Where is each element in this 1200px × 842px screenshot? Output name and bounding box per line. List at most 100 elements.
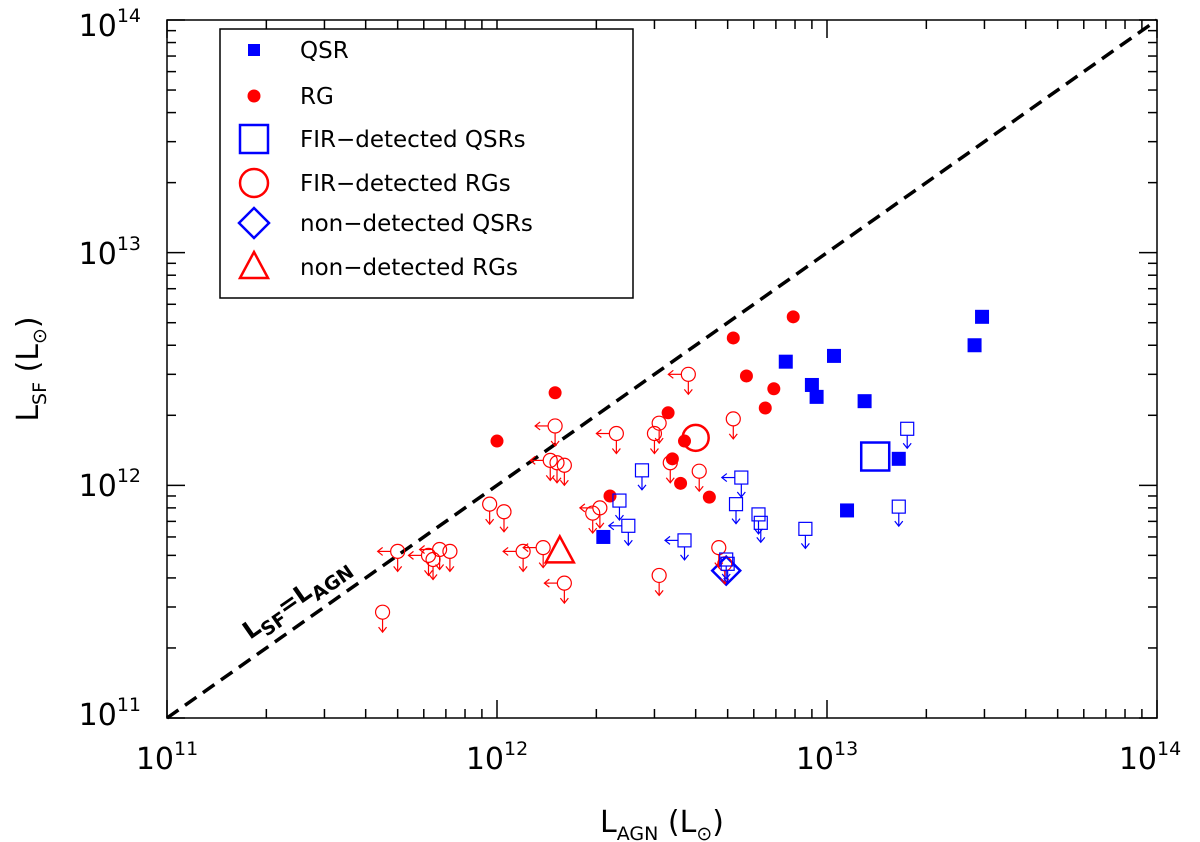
y-tick-1e11-base: 10 (79, 698, 117, 733)
y-axis-title-close: ) (11, 316, 46, 328)
qsr-point (891, 451, 906, 466)
non-detected-rg-point (543, 533, 576, 564)
legend: QSR RG FIR−detected QSRs FIR−detected RG… (219, 28, 634, 299)
upper-limit-arrow-head (654, 437, 664, 445)
qsr-upper-limit-point (607, 518, 636, 547)
x-tick-1e14-base: 10 (1119, 742, 1157, 777)
rg-upper-limit-point (691, 463, 707, 493)
lower-limit-arrow-head (667, 369, 674, 379)
upper-limit-arrow-head (428, 574, 438, 581)
rg-upper-limit-point (374, 604, 391, 634)
one-to-one-line-label: LSF=LAGN (237, 551, 358, 650)
upper-limit-arrow-head (649, 448, 659, 455)
upper-limit-arrow-head (654, 590, 664, 597)
qsr-upper-limit-square (621, 518, 636, 533)
upper-limit-arrow-head (683, 388, 693, 396)
rg-upper-limit-circle (420, 547, 437, 563)
x-axis-title-sun: ⊙ (696, 823, 712, 842)
y-axis-title-sun: ⊙ (29, 328, 51, 344)
upper-limit-arrow-head (588, 527, 598, 535)
lower-limit-arrow-head (543, 578, 550, 588)
plot-frame (166, 19, 1158, 719)
rg-point (767, 382, 781, 396)
upper-limit-arrow-head (445, 566, 455, 573)
qsr-point (778, 354, 793, 369)
qsr-point (975, 309, 990, 324)
rg-upper-limit-circle (556, 457, 572, 473)
legend-label-non-qsrs: non−detected QSRs (300, 211, 533, 237)
rg-upper-limit-point (711, 539, 727, 569)
upper-limit-arrow-head (499, 526, 509, 533)
rg-point (661, 406, 675, 420)
upper-limit-arrow-head (611, 448, 621, 455)
rg-point (490, 434, 504, 448)
upper-limit-arrow-head (680, 554, 689, 561)
rg-upper-limit-circle (651, 567, 667, 584)
upper-limit-arrow-head (518, 566, 528, 573)
legend-marker-non-rgs (237, 249, 271, 280)
legend-label-qsr: QSR (300, 38, 349, 64)
qsr-point (804, 377, 819, 392)
y-tick-1e13-base: 10 (79, 237, 117, 272)
upper-limit-arrow-head (721, 573, 731, 580)
rg-point (548, 386, 562, 400)
upper-limit-arrow-head (545, 475, 555, 482)
upper-limit-arrow-head (665, 477, 675, 484)
rg-upper-limit-point (442, 543, 458, 573)
qsr-upper-limit-point (719, 552, 734, 580)
qsr-upper-limit-square (728, 497, 744, 512)
upper-limit-arrow-head (614, 514, 624, 522)
rg-upper-limit-circle (374, 604, 391, 620)
qsr-upper-limit-point (900, 421, 915, 450)
rg-upper-limit-point (667, 366, 696, 396)
rg-upper-limit-circle (680, 366, 696, 382)
x-tick-label-1e12: 1012 (466, 738, 528, 777)
rg-upper-limit-point (556, 457, 572, 487)
x-tick-label-1e14: 1014 (1119, 738, 1181, 777)
qsr-upper-limit-point (664, 533, 692, 561)
y-axis-title-unit: (L (11, 344, 46, 382)
y-tick-1e12-exp: 12 (117, 465, 141, 487)
rg-upper-limit-point (595, 425, 624, 455)
rg-point (726, 331, 740, 345)
rg-upper-limit-circle (691, 463, 707, 479)
rg-upper-limit-point (529, 452, 558, 482)
y-tick-1e14-base: 10 (79, 9, 117, 44)
annot-sub-agn: AGN (308, 561, 358, 606)
qsr-upper-limit-square (734, 470, 749, 485)
rg-point (702, 490, 716, 504)
upper-limit-arrow-head (559, 479, 569, 487)
qsr-point (826, 348, 841, 363)
upper-limit-arrow-head (736, 491, 746, 499)
rg-point (678, 434, 692, 448)
y-tick-label-1e12: 1012 (79, 465, 141, 504)
x-axis-title-main: L (600, 805, 617, 840)
rg-upper-limit-circle (535, 539, 551, 556)
rg-upper-limit-point (534, 418, 563, 447)
rg-upper-limit-point (418, 541, 448, 571)
upper-limit-arrow-head (485, 518, 495, 526)
lower-limit-arrow-head (418, 545, 425, 554)
rg-upper-limit-circle (547, 418, 563, 434)
rg-upper-limit-point (651, 415, 667, 445)
rg-upper-limit-circle (496, 504, 512, 520)
x-tick-1e11-exp: 11 (174, 738, 198, 760)
x-tick-label-1e13: 1013 (796, 738, 858, 777)
rg-upper-limit-circle (556, 575, 572, 591)
rg-upper-limit-circle (608, 425, 624, 442)
upper-limit-arrow-head (378, 626, 388, 634)
legend-label-fir-rgs: FIR−detected RGs (300, 171, 511, 197)
legend-marker-qsr (248, 44, 260, 56)
qsr-point (967, 338, 982, 353)
x-tick-1e13-base: 10 (796, 742, 834, 777)
upper-limit-arrow-head (623, 539, 633, 547)
upper-limit-arrow-head (550, 440, 560, 447)
rg-upper-limit-circle (432, 541, 448, 558)
upper-limit-arrow-head (728, 433, 738, 440)
qsr-point (840, 503, 855, 518)
qsr-point (857, 394, 872, 409)
rg-upper-limit-point (522, 539, 551, 569)
upper-limit-arrow-head (731, 518, 741, 525)
legend-box (219, 28, 634, 299)
